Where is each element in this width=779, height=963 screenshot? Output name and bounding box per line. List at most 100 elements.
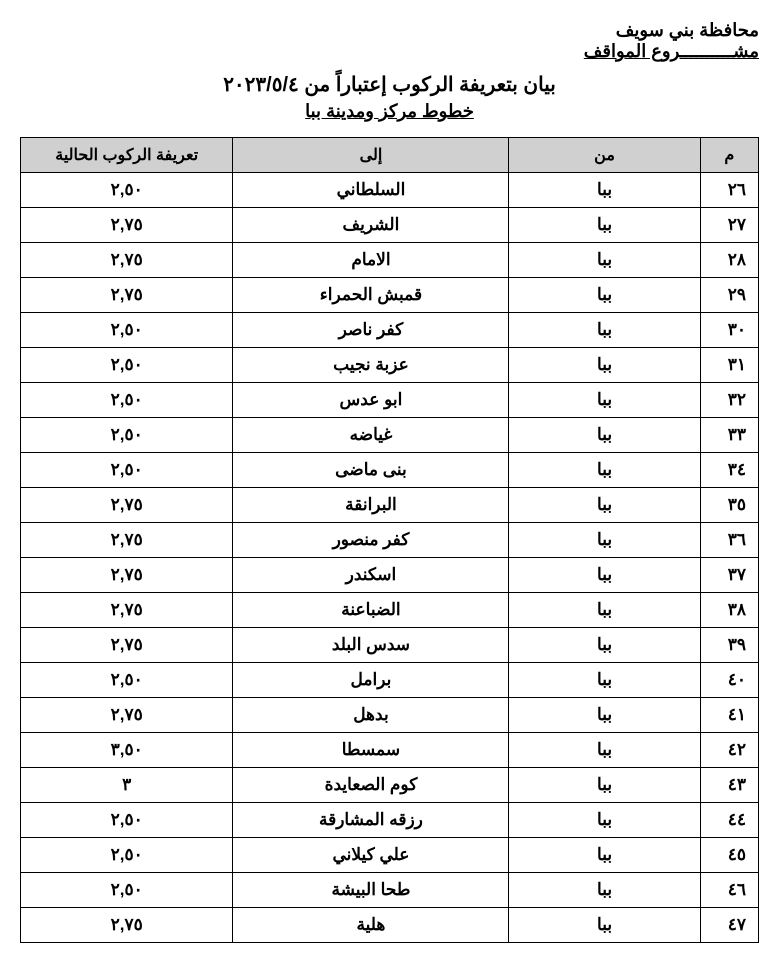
table-row: ٤٦بباطحا البيشة٢,٥٠ [21, 873, 759, 908]
table-row: ٤٢بباسمسطا٣,٥٠ [21, 733, 759, 768]
cell-fare: ٢,٧٥ [21, 523, 233, 558]
title-sub: خطوط مركز ومدينة ببا [20, 101, 759, 122]
cell-to: البرانقة [233, 488, 509, 523]
cell-to: كفر منصور [233, 523, 509, 558]
cell-num: ٢٧ [700, 208, 758, 243]
cell-to: الضباعنة [233, 593, 509, 628]
cell-num: ٣١ [700, 348, 758, 383]
cell-from: ببا [509, 593, 700, 628]
table-row: ٢٦بباالسلطاني٢,٥٠ [21, 173, 759, 208]
cell-fare: ٢,٥٠ [21, 803, 233, 838]
cell-num: ٤١ [700, 698, 758, 733]
table-row: ٣٢بباابو عدس٢,٥٠ [21, 383, 759, 418]
table-row: ٣٣بباغياضه٢,٥٠ [21, 418, 759, 453]
cell-num: ٣٢ [700, 383, 758, 418]
table-row: ٣٠بباكفر ناصر٢,٥٠ [21, 313, 759, 348]
cell-num: ٤٦ [700, 873, 758, 908]
cell-to: عزبة نجيب [233, 348, 509, 383]
cell-fare: ٢,٧٥ [21, 488, 233, 523]
header-to: إلى [233, 138, 509, 173]
cell-from: ببا [509, 733, 700, 768]
cell-fare: ٢,٥٠ [21, 453, 233, 488]
cell-num: ٣٩ [700, 628, 758, 663]
cell-fare: ٢,٧٥ [21, 278, 233, 313]
cell-to: رزقه المشارقة [233, 803, 509, 838]
cell-fare: ٢,٥٠ [21, 418, 233, 453]
cell-to: بنى ماضى [233, 453, 509, 488]
header-from: من [509, 138, 700, 173]
cell-fare: ٢,٥٠ [21, 383, 233, 418]
table-row: ٢٧بباالشريف٢,٧٥ [21, 208, 759, 243]
cell-from: ببا [509, 908, 700, 943]
cell-from: ببا [509, 803, 700, 838]
cell-to: سمسطا [233, 733, 509, 768]
cell-num: ٣٤ [700, 453, 758, 488]
cell-from: ببا [509, 313, 700, 348]
cell-to: سدس البلد [233, 628, 509, 663]
cell-num: ٣٣ [700, 418, 758, 453]
table-row: ٤٧بباهلية٢,٧٥ [21, 908, 759, 943]
cell-num: ٢٩ [700, 278, 758, 313]
document-title-block: بيان بتعريفة الركوب إعتباراً من ٢٠٢٣/٥/٤… [20, 72, 759, 122]
cell-fare: ٢,٧٥ [21, 558, 233, 593]
governorate-label: محافظة بني سويف [20, 20, 759, 41]
cell-num: ٤٧ [700, 908, 758, 943]
cell-num: ٤٥ [700, 838, 758, 873]
header-num: م [700, 138, 758, 173]
cell-from: ببا [509, 453, 700, 488]
cell-from: ببا [509, 523, 700, 558]
table-row: ٤٣بباكوم الصعايدة٣ [21, 768, 759, 803]
table-row: ٢٩بباقمبش الحمراء٢,٧٥ [21, 278, 759, 313]
cell-from: ببا [509, 838, 700, 873]
cell-num: ٤٣ [700, 768, 758, 803]
fare-table: م من إلى تعريفة الركوب الحالية ٢٦بباالسل… [20, 137, 759, 943]
cell-fare: ٢,٧٥ [21, 243, 233, 278]
cell-fare: ٣,٥٠ [21, 733, 233, 768]
cell-fare: ٢,٧٥ [21, 698, 233, 733]
table-row: ٣٤ببابنى ماضى٢,٥٠ [21, 453, 759, 488]
cell-to: كوم الصعايدة [233, 768, 509, 803]
cell-num: ٣٨ [700, 593, 758, 628]
cell-to: الشريف [233, 208, 509, 243]
table-header-row: م من إلى تعريفة الركوب الحالية [21, 138, 759, 173]
cell-fare: ٢,٥٠ [21, 348, 233, 383]
cell-to: قمبش الحمراء [233, 278, 509, 313]
cell-fare: ٢,٥٠ [21, 663, 233, 698]
cell-from: ببا [509, 768, 700, 803]
cell-fare: ٣ [21, 768, 233, 803]
project-label: مشــــــــــروع المواقف [20, 41, 759, 62]
cell-fare: ٢,٧٥ [21, 208, 233, 243]
cell-fare: ٢,٧٥ [21, 628, 233, 663]
cell-to: طحا البيشة [233, 873, 509, 908]
cell-num: ٤٠ [700, 663, 758, 698]
cell-from: ببا [509, 488, 700, 523]
table-body: ٢٦بباالسلطاني٢,٥٠٢٧بباالشريف٢,٧٥٢٨بباالا… [21, 173, 759, 943]
document-header: محافظة بني سويف مشــــــــــروع المواقف [20, 20, 759, 62]
cell-to: برامل [233, 663, 509, 698]
cell-to: اسكندر [233, 558, 509, 593]
cell-num: ٣٠ [700, 313, 758, 348]
table-row: ٣٨بباالضباعنة٢,٧٥ [21, 593, 759, 628]
table-row: ٤٥بباعلي كيلاني٢,٥٠ [21, 838, 759, 873]
cell-from: ببا [509, 348, 700, 383]
cell-num: ٣٦ [700, 523, 758, 558]
cell-fare: ٢,٧٥ [21, 593, 233, 628]
cell-from: ببا [509, 873, 700, 908]
cell-to: علي كيلاني [233, 838, 509, 873]
table-row: ٣٦بباكفر منصور٢,٧٥ [21, 523, 759, 558]
cell-from: ببا [509, 558, 700, 593]
cell-to: غياضه [233, 418, 509, 453]
cell-num: ٤٤ [700, 803, 758, 838]
title-main: بيان بتعريفة الركوب إعتباراً من ٢٠٢٣/٥/٤ [20, 72, 759, 97]
cell-num: ٢٦ [700, 173, 758, 208]
table-row: ٤٠ببابرامل٢,٥٠ [21, 663, 759, 698]
cell-num: ٣٧ [700, 558, 758, 593]
cell-from: ببا [509, 663, 700, 698]
cell-to: الامام [233, 243, 509, 278]
cell-to: هلية [233, 908, 509, 943]
cell-from: ببا [509, 628, 700, 663]
table-row: ٣١بباعزبة نجيب٢,٥٠ [21, 348, 759, 383]
cell-to: ابو عدس [233, 383, 509, 418]
cell-fare: ٢,٥٠ [21, 173, 233, 208]
table-row: ٣٧ببااسكندر٢,٧٥ [21, 558, 759, 593]
